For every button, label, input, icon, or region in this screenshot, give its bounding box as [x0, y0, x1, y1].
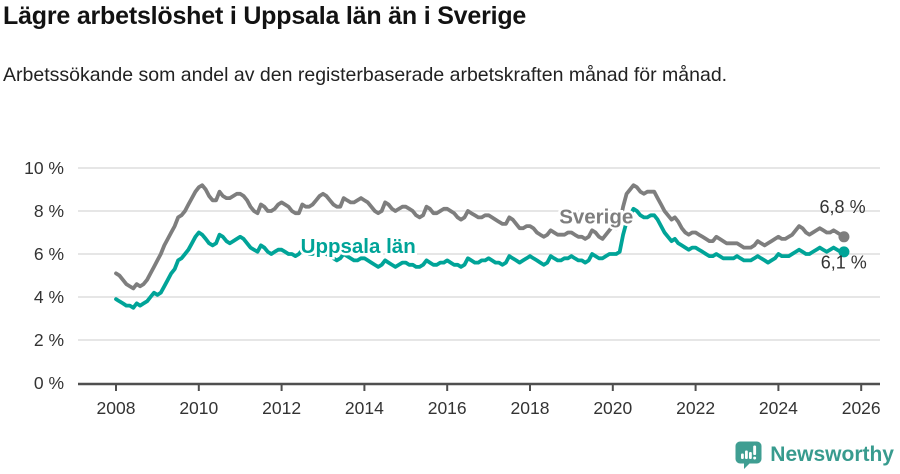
- end-value-label: 6,1 %: [821, 253, 867, 273]
- x-tick-label: 2022: [676, 398, 715, 418]
- y-tick-label: 8 %: [34, 201, 64, 221]
- brand-name: Newsworthy: [770, 443, 894, 466]
- x-tick-label: 2012: [262, 398, 301, 418]
- x-tick-label: 2026: [842, 398, 881, 418]
- x-tick-label: 2020: [593, 398, 632, 418]
- y-tick-label: 6 %: [34, 244, 64, 264]
- chart-title: Lägre arbetslöshet i Uppsala län än i Sv…: [3, 2, 527, 30]
- y-tick-label: 0 %: [34, 373, 64, 393]
- series-line-uppsala-lan: [114, 206, 846, 310]
- x-tick-label: 2010: [179, 398, 218, 418]
- series-end-dot-sverige: [838, 231, 850, 243]
- speech-bubble-bar-chart-icon: [735, 441, 762, 469]
- y-tick-label: 4 %: [34, 287, 64, 307]
- x-tick-label: 2016: [428, 398, 467, 418]
- newsworthy-logo[interactable]: Newsworthy: [734, 440, 894, 470]
- series-line-sverige: [114, 183, 846, 291]
- x-tick-label: 2024: [759, 398, 798, 418]
- series-end-dot-uppsala-lan: [838, 246, 850, 258]
- chart-subtitle: Arbetssökande som andel av den registerb…: [3, 64, 728, 86]
- x-tick-label: 2008: [97, 398, 136, 418]
- end-value-label: 6,8 %: [820, 197, 866, 217]
- y-tick-label: 2 %: [34, 330, 64, 350]
- x-tick-label: 2018: [511, 398, 550, 418]
- series-label: Sverige: [559, 205, 633, 228]
- series-label: Uppsala län: [301, 235, 416, 258]
- x-tick-label: 2014: [345, 398, 384, 418]
- y-tick-label: 10 %: [24, 158, 64, 178]
